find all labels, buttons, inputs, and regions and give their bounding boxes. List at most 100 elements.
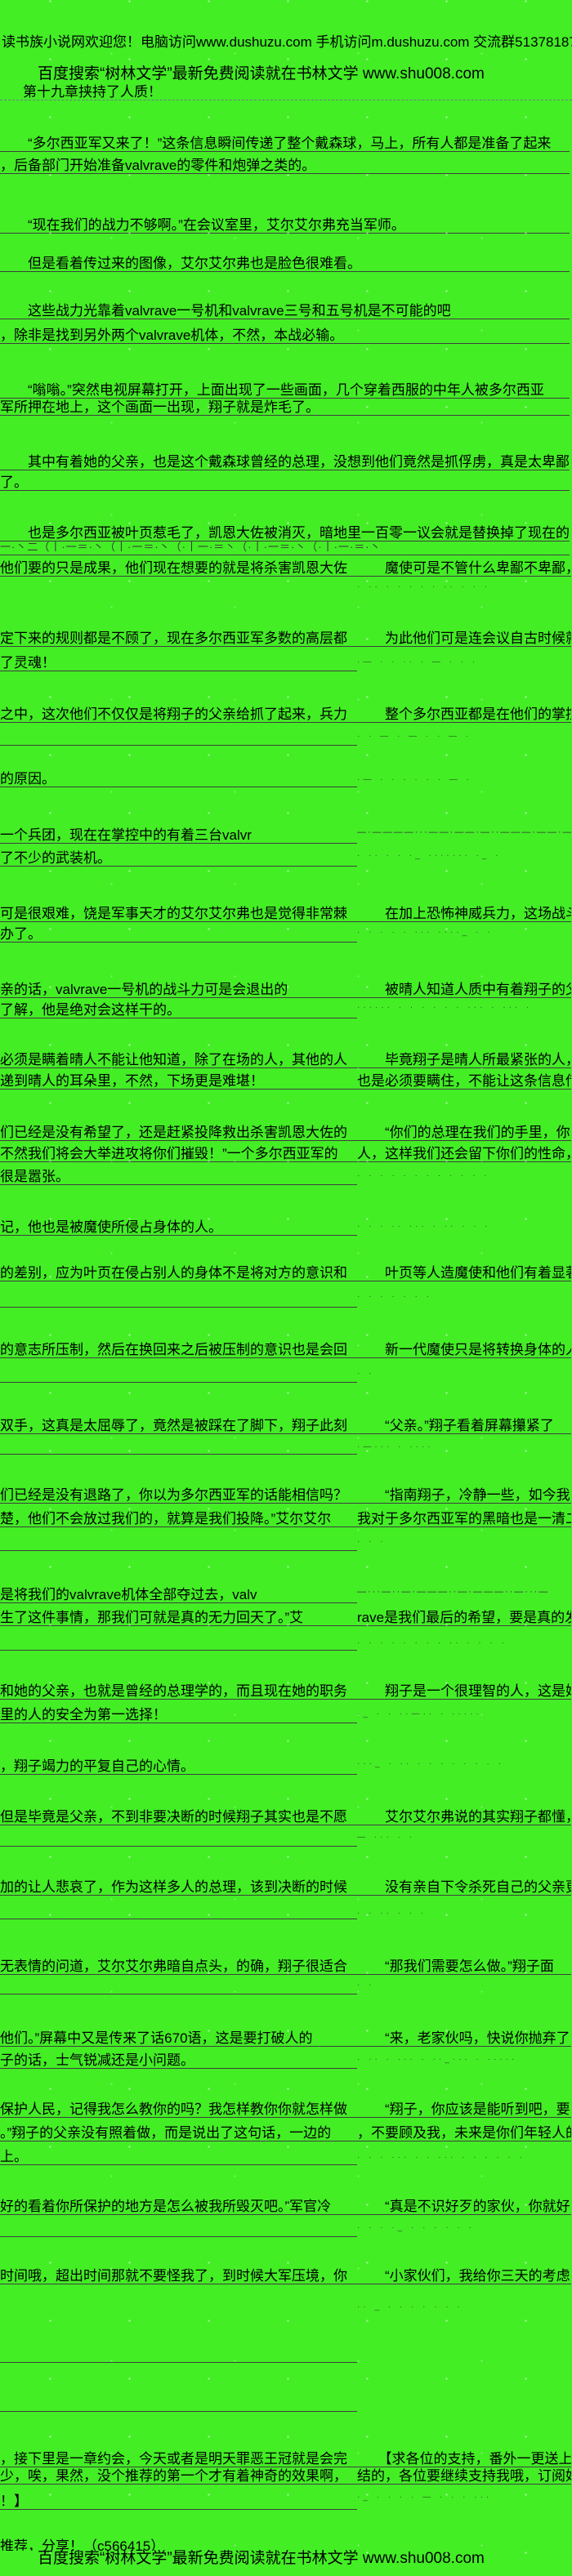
novel-line-text: 【求各位的支持，番外一更送上 bbox=[357, 2451, 571, 2467]
novel-line-blank bbox=[0, 2396, 357, 2412]
novel-line-text: 军所押在地上，这个画面一出现，翔子就是炸毛了。 bbox=[0, 399, 570, 416]
novel-line-text: “来，老家伙吗，快说你抛弃了 bbox=[357, 2030, 571, 2047]
novel-line-text: “现在我们的战力不够啊。”在会议室里，艾尔艾尔弗充当军师。 bbox=[0, 217, 570, 234]
novel-line-text: 时间哦，超出时间那就不要怪我了，到时候大军压境，你 bbox=[0, 2268, 357, 2284]
novel-line-text: 里的人的安全为第一选择！ bbox=[0, 1707, 357, 1723]
novel-line-dots: ·· _ · · · · · · · bbox=[357, 2302, 463, 2311]
novel-line-blank bbox=[0, 1535, 357, 1551]
novel-line-text: rave是我们最后的希望，要是真的发 bbox=[357, 1610, 571, 1626]
novel-line-dots: · · — · — · · — · bbox=[357, 732, 472, 741]
novel-line-text: 们已经是没有希望了，还是赶紧投降救出杀害凯恩大佐的 bbox=[0, 1125, 357, 1141]
novel-line-text: 但是看着传过来的图像，艾尔艾尔弗也是脸色很难看。 bbox=[0, 256, 570, 272]
novel-line-text: 新一代魔使只是将转换身体的人 bbox=[357, 1342, 571, 1358]
novel-line-text: 少，唉，果然，没个推荐的第一个才有着神奇的效果啊， bbox=[0, 2468, 357, 2485]
novel-line-text: 了不少的武装机。 bbox=[0, 850, 357, 867]
novel-line-text: 也是必须要瞒住，不能让这条信息传 bbox=[357, 1073, 571, 1090]
novel-line-text: 之中，这次他们不仅仅是将翔子的父亲给抓了起来，兵力 bbox=[0, 706, 357, 723]
novel-line-text: “真是不识好歹的家伙，你就好 bbox=[357, 2199, 571, 2215]
novel-line-text: 的差别，应为叶页在侵占别人的身体不是将对方的意识和 bbox=[0, 1265, 357, 1281]
novel-line-text: 的意志所压制，然后在换回来之后被压制的意识也是会回 bbox=[0, 1342, 357, 1358]
novel-line-text: 很是嚣张。 bbox=[0, 1169, 357, 1185]
novel-line-text: “多尔西亚军又来了！”这条信息瞬间传递了整个戴森球，马上，所有人都是准备了起来 bbox=[0, 136, 570, 152]
novel-line-blank bbox=[0, 1978, 357, 1994]
novel-line-dots: ·_ · · ··—·· · ····· bbox=[357, 1709, 482, 1718]
novel-line-text: 楚，他们不会放过我们的，就算是我们投降。”艾尔艾尔 bbox=[0, 1511, 357, 1527]
novel-line-text: ，不要顾及我，未来是你们年轻人的 bbox=[357, 2125, 571, 2141]
novel-line-text: 人，这样我们还会留下你们的性命， bbox=[357, 1146, 571, 1162]
novel-line-text: 的原因。 bbox=[0, 771, 357, 787]
novel-line-text: 双手，这真是太屈辱了，竟然是被踩在了脚下，翔子此刻 bbox=[0, 1418, 357, 1434]
novel-line-garb: —·————···——·——·—··———·——·——· bbox=[357, 827, 571, 837]
novel-line-text: 无表情的问道，艾尔艾尔弗暗自点头，的确，翔子很适合 bbox=[0, 1959, 357, 1975]
novel-line-dots: · · bbox=[357, 1981, 375, 1990]
site-welcome-line: 读书族小说网欢迎您！电脑访问www.dushuzu.com 手机访问m.dush… bbox=[2, 34, 572, 50]
novel-line-text: 必须是瞒着晴人不能让他知道，除了在场的人，其他的人 bbox=[0, 1052, 357, 1068]
novel-line-dots: ·— · · ·· · — · · · bbox=[357, 657, 479, 666]
novel-line-text: 其中有着她的父亲，也是这个戴森球曾经的总理，没想到他们竟然是抓俘虏，真是太卑鄙 bbox=[0, 454, 570, 470]
novel-line-text: ，翔子竭力的平复自己的心情。 bbox=[0, 1758, 357, 1775]
novel-line-text: 上。 bbox=[0, 2149, 357, 2165]
novel-line-text: 加的让人悲哀了，作为这样多人的总理，该到决断的时候 bbox=[0, 1879, 357, 1896]
novel-line-dots: ···_ · ·· · · · · · · · · bbox=[357, 1759, 504, 1768]
novel-line-text: 他们。”屏幕中又是传来了话670语，这是要打破人的 bbox=[0, 2030, 357, 2047]
novel-line-text: 了解，他是绝对会这样干的。 bbox=[0, 1002, 357, 1018]
novel-line-blank bbox=[0, 1438, 357, 1455]
novel-line-dots: · · · · · ··· ····_ · · bbox=[357, 928, 494, 937]
novel-line-blank bbox=[0, 1903, 357, 1919]
novel-line-text: “指南翔子，冷静一些，如今我 bbox=[357, 1487, 571, 1504]
novel-line-blank bbox=[0, 2221, 357, 2237]
novel-line-text: 魔使可是不管什么卑鄙不卑鄙， bbox=[357, 560, 571, 577]
novel-line-text: 为此他们可是连会议自古时候就 bbox=[357, 631, 571, 647]
novel-line-dots: · ·· · · ·_ ······· ·_ · bbox=[357, 851, 502, 860]
novel-line-text: ，接下里是一章约会，今天或者是明天罪恶王冠就是会完 bbox=[0, 2451, 357, 2467]
novel-line-text: 定下来的规则都是不顾了，现在多尔西亚军多数的高层都 bbox=[0, 631, 357, 647]
novel-line-text: 了灵魂！ bbox=[0, 655, 357, 671]
novel-line-text: 我对于多尔西亚军的黑暗也是一清二 bbox=[357, 1511, 571, 1527]
novel-line-text: 保护人民，记得我怎么教你的吗？我怎样教你你就怎样做 bbox=[0, 2101, 357, 2118]
novel-line-text: 是将我们的valvrave机体全部夺过去，valv bbox=[0, 1587, 357, 1603]
novel-line-text: “你们的总理在我们的手里，你 bbox=[357, 1125, 571, 1141]
novel-line-dots: · · ·· · · · bbox=[357, 1909, 427, 1918]
novel-line-text: 一个兵团，现在在掌控中的有着三台valvr bbox=[0, 827, 357, 844]
novel-line-dots: · · · ·· ··· · ·· · · · bbox=[357, 1222, 491, 1231]
novel-line-text: “嗡嗡。”突然电视屏幕打开，上面出现了一些画面，几个穿着西服的中年人被多尔西亚 bbox=[0, 382, 570, 399]
novel-line-text: 翔子是一个很理智的人，这是她 bbox=[357, 1683, 571, 1700]
novel-line-text: 子的话，士气锐减还是小问题。 bbox=[0, 2052, 357, 2069]
novel-line-blank bbox=[0, 729, 357, 746]
novel-line-text: 结的，各位要继续支持我哦，订阅好 bbox=[357, 2468, 571, 2485]
novel-line-dots: ·—··· · ···· bbox=[357, 1442, 434, 1451]
novel-line-text: 叶页等人造魔使和他们有着显著 bbox=[357, 1265, 571, 1281]
novel-line-text: 也是多尔西亚被叶页惹毛了，凯恩大佐被消灭，暗地里一百零一议会就是替换掉了现在的 bbox=[0, 525, 570, 541]
novel-line-text: “那我们需要怎么做。”翔子面 bbox=[357, 1959, 571, 1975]
novel-line-text: 整个多尔西亚都是在他们的掌控 bbox=[357, 706, 571, 723]
top-promo-line: 百度搜索“树林文学”最新免费阅读就在书林文学 www.shu008.com bbox=[38, 65, 485, 82]
share-line: 推荐，分享！（c566415） bbox=[0, 2538, 165, 2551]
novel-line-text: 这些战力光靠着valvrave一号机和valvrave三号和五号机是不可能的吧 bbox=[0, 303, 570, 319]
novel-line-dots: ·— · · · · · · — · bbox=[357, 775, 472, 784]
novel-line-dots: · · · bbox=[357, 1537, 387, 1546]
novel-line-text: 毕竟翔子是晴人所最紧张的人， bbox=[357, 1052, 571, 1068]
chapter-title: 第十九章挟持了人质！ bbox=[23, 84, 162, 100]
novel-line-text: 在加上恐怖神威兵力，这场战斗 bbox=[357, 906, 571, 922]
novel-line-text: “父亲。”翔子看着屏幕攥紧了 bbox=[357, 1418, 571, 1434]
novel-line-dots: · · · · · · · bbox=[357, 1292, 432, 1301]
novel-line-dots: · · bbox=[357, 1369, 375, 1378]
novel-line-dots: · · · · · · · · · · · · bbox=[357, 1171, 490, 1180]
novel-line-text: “翔子，你应该是能听到吧，要 bbox=[357, 2101, 571, 2118]
novel-line-text: 生了这件事情，那我们可就是真的无力回天了。”艾 bbox=[0, 1610, 357, 1626]
bottom-promo-line: 百度搜索“树林文学”最新免费阅读就在书林文学 www.shu008.com bbox=[38, 2550, 485, 2567]
novel-line-dots: · · · ·_ · · · · · · bbox=[357, 2223, 475, 2232]
novel-line-text: 记，他也是被魔使所侵占身体的人。 bbox=[0, 1219, 357, 1236]
novel-line-blank bbox=[0, 1830, 357, 1847]
novel-line-blank bbox=[0, 1291, 357, 1308]
novel-line-text: 被晴人知道人质中有着翔子的父 bbox=[357, 982, 571, 998]
novel-line-blank bbox=[0, 2346, 357, 2363]
novel-line-blank bbox=[0, 1366, 357, 1383]
novel-line-dots: — ··· · · bbox=[357, 1833, 415, 1842]
novel-line-text: 办了。 bbox=[0, 926, 357, 943]
novel-line-text: 没有亲自下令杀死自己的父亲更 bbox=[357, 1879, 571, 1896]
novel-line-dots: · · · · · · · · ·· · · · · bbox=[357, 1638, 507, 1647]
novel-line-text: 和她的父亲，也就是曾经的总理学的，而且现在她的职务 bbox=[0, 1683, 357, 1700]
novel-line-text: 好的看着你所保护的地方是怎么被我所毁灭吧。”军官冷 bbox=[0, 2199, 357, 2215]
